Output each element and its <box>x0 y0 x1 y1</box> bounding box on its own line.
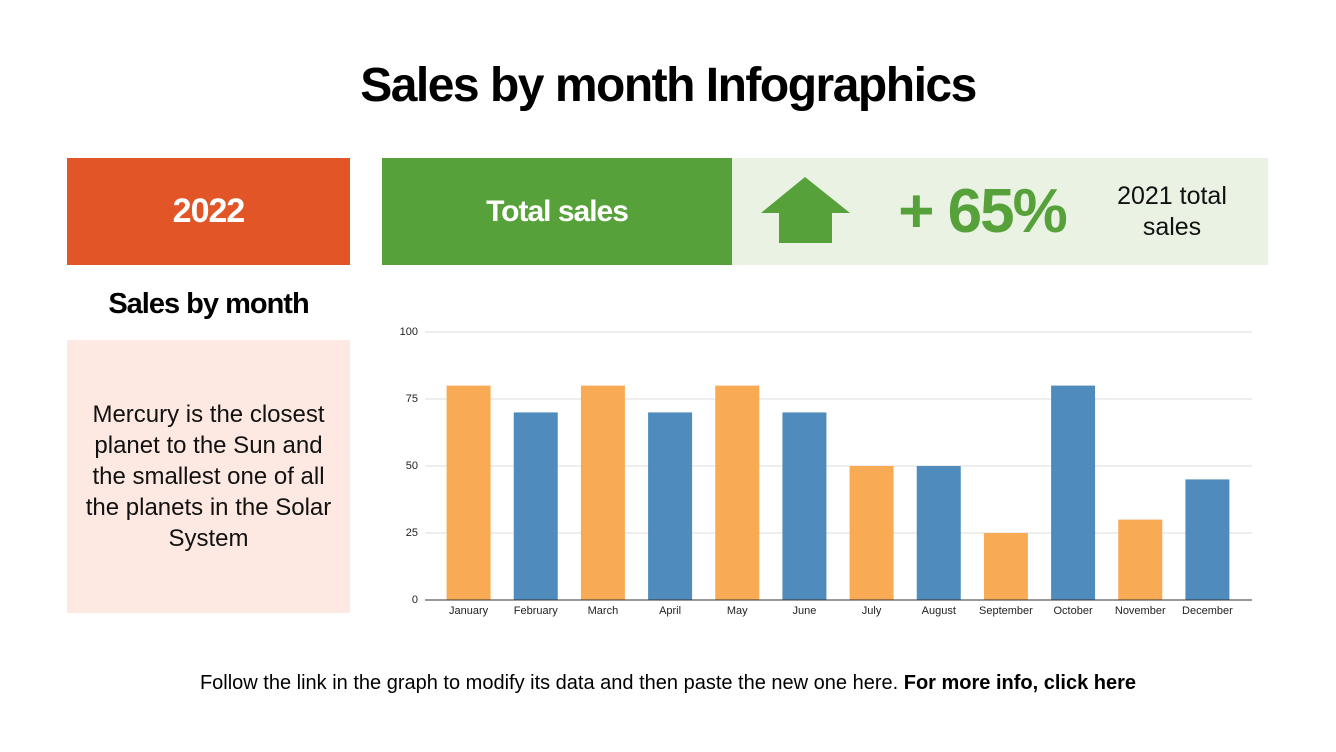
bar <box>916 466 961 600</box>
bar <box>849 466 894 600</box>
arrow-shape <box>761 177 850 243</box>
chart: 0 25 50 75 100 January February March April May Ju… <box>400 326 1252 617</box>
bar <box>1118 519 1163 600</box>
stats-panel: + 65% 2021 total sales <box>732 158 1268 265</box>
x-tick-label: January <box>449 605 489 617</box>
footer-text: Follow the link in the graph to modify i… <box>199 672 899 694</box>
x-tick-label: November <box>1115 605 1166 617</box>
y-tick-label: 75 <box>406 393 418 405</box>
y-tick-label: 100 <box>400 326 418 338</box>
bar <box>1051 385 1096 600</box>
stats-label: Total sales <box>382 158 732 265</box>
stats-change: + 65% <box>898 177 1068 246</box>
x-tick-label: April <box>659 605 681 617</box>
bar <box>1185 479 1230 600</box>
bar <box>580 385 625 600</box>
side-heading: Sales by month <box>108 287 309 320</box>
bar <box>983 533 1028 600</box>
side-text: Mercury is the closest planet to the Sun… <box>85 401 332 552</box>
year-box: 2022 <box>67 158 350 265</box>
bar <box>715 385 760 600</box>
x-tick-label: March <box>588 605 619 617</box>
x-tick-label: February <box>514 605 559 617</box>
title: Sales by month Infographics <box>360 59 977 112</box>
x-tick-label: May <box>727 605 748 617</box>
up-arrow <box>761 177 850 243</box>
stats-comparison: 2021 total sales <box>1117 181 1227 241</box>
y-tick-label: 25 <box>406 527 418 539</box>
bar <box>648 412 693 600</box>
x-tick-label: December <box>1182 605 1233 617</box>
x-tick-label: October <box>1054 605 1093 617</box>
footer: Follow the link in the graph to modify i… <box>0 672 1336 695</box>
x-tick-label: August <box>922 605 956 617</box>
bar <box>446 385 491 600</box>
bar <box>782 412 827 600</box>
side-panel: Mercury is the closest planet to the Sun… <box>67 340 350 613</box>
y-tick-label: 50 <box>406 460 418 472</box>
x-tick-label: June <box>792 605 816 617</box>
footer-link[interactable]: For more info, click here <box>903 672 1137 694</box>
x-tick-label: July <box>862 605 882 617</box>
bar <box>513 412 558 600</box>
y-tick-label: 0 <box>412 594 418 606</box>
x-tick-label: September <box>979 605 1033 617</box>
